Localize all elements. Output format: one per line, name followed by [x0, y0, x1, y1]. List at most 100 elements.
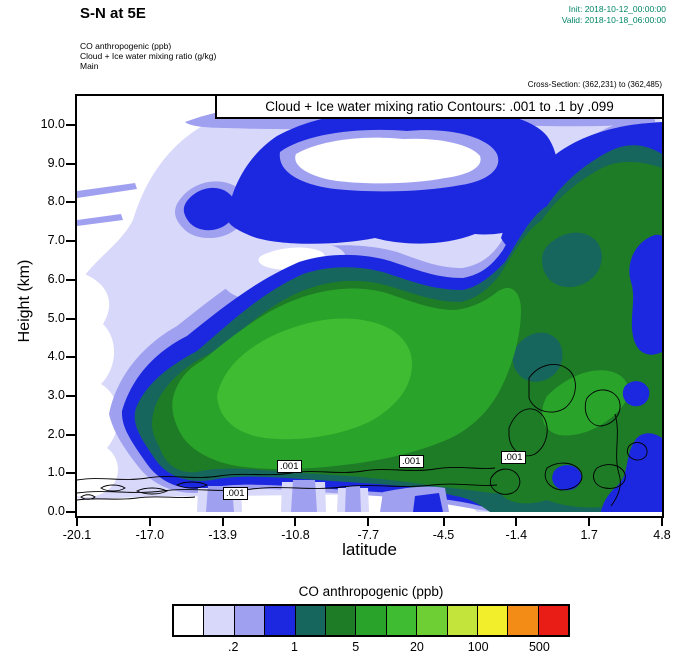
colorbar-tick-label: .2 [228, 640, 239, 654]
x-tick-mark [148, 518, 151, 526]
x-tick-label: 1.7 [580, 528, 598, 542]
colorbar-block: CO anthropogenic (ppb) .2 1 5 20 100 500 [172, 584, 570, 655]
colorbar-segment [386, 606, 418, 635]
y-tick-mark [66, 356, 75, 359]
y-tick-label: 4.0 [47, 349, 65, 364]
field-legend: CO anthropogenic (ppb) Cloud + Ice water… [80, 41, 216, 71]
y-tick-label: 0.0 [47, 504, 65, 518]
y-tick-mark [66, 433, 75, 436]
x-tick-mark [661, 518, 663, 526]
x-tick-label: -17.0 [135, 528, 165, 542]
surface-blue-dip [413, 493, 443, 512]
cross-section-plot-frame: Cloud + Ice water mixing ratio Contours:… [16, 94, 671, 559]
cloud-contour-cell [626, 442, 648, 461]
x-tick-label: -20.1 [62, 528, 92, 542]
cloud-contour-cell [544, 462, 583, 491]
x-tick-mark [367, 518, 370, 526]
right-edge-blue-column [629, 234, 662, 355]
plume-bright-core [217, 318, 412, 440]
x-tick-mark [442, 518, 445, 526]
cloud-contour-cell [584, 389, 621, 427]
x-tick-label: -7.7 [357, 528, 380, 542]
colorbar-labels: .2 1 5 20 100 500 [172, 637, 570, 655]
cloud-contour-cell [80, 494, 96, 500]
surface-clear-strip [77, 500, 425, 512]
topleft-streak-1 [77, 183, 137, 198]
y-tick-label: 7.0 [47, 233, 65, 248]
right-teal-patch-2 [512, 332, 563, 382]
left-clear-column [77, 271, 119, 498]
fill-field-label: CO anthropogenic (ppb) [80, 41, 172, 51]
topleft-streak-2 [77, 214, 123, 226]
y-tick-label: 10.0 [40, 117, 65, 131]
y-tick-label: 6.0 [47, 271, 65, 286]
x-axis-title: latitude [342, 540, 397, 559]
y-tick-mark [66, 278, 75, 281]
cloud-ice-contour-lines [77, 363, 648, 507]
y-tick-label: 9.0 [47, 155, 65, 170]
cloud-contour-cell [175, 481, 209, 489]
contour-value-label: .001 [277, 460, 302, 473]
surface-periwinkle-stripe-3 [345, 486, 361, 512]
x-tick-mark [221, 518, 224, 526]
y-tick-label: 3.0 [47, 387, 65, 402]
right-blue-spot-2 [622, 381, 650, 407]
x-tick-label: 4.8 [653, 528, 671, 542]
colorbar-tick-label: 20 [409, 640, 424, 654]
x-tick-mark [515, 518, 518, 526]
y-tick-label: 1.0 [47, 465, 65, 480]
y-tick-mark [66, 472, 75, 475]
y-tick-mark [66, 394, 75, 397]
colorbar-segment [508, 606, 539, 635]
x-tick-label: -13.9 [208, 528, 237, 542]
y-tick-mark [66, 511, 75, 513]
colorbar [172, 604, 570, 637]
contour-info-box: Cloud + Ice water mixing ratio Contours:… [215, 94, 664, 119]
colorbar-segment [447, 606, 478, 635]
cross-section-label: Cross-Section: (362,231) to (362,485) [527, 80, 662, 89]
cloud-contour-cell [508, 408, 548, 457]
clean-slot-white-hole [295, 137, 481, 184]
surface-periwinkle-stripe-2 [291, 480, 317, 512]
colorbar-segment [538, 606, 569, 635]
colorbar-segment [325, 606, 357, 635]
cloud-contour-line [77, 466, 496, 481]
line-field-label: Cloud + Ice water mixing ratio (g/kg) [80, 51, 217, 61]
colorbar-segment [204, 606, 235, 635]
y-tick-label: 2.0 [47, 426, 65, 441]
colorbar-segment [174, 606, 205, 635]
contour-value-label: .001 [501, 451, 526, 464]
right-blue-spot-1 [552, 465, 582, 491]
right-teal-patch-1 [542, 232, 602, 288]
x-tick-mark [76, 518, 78, 526]
co-fill-contours [77, 96, 662, 516]
x-tick-mark [294, 518, 297, 526]
cloud-contour-squiggle [610, 413, 621, 507]
contour-value-label: .001 [399, 455, 424, 468]
x-tick-label: -1.4 [505, 528, 528, 542]
run-times: Init: 2018-10-12_00:00:00 Valid: 2018-10… [562, 4, 666, 25]
colorbar-tick-label: 1 [290, 640, 298, 654]
y-tick-mark [66, 162, 75, 165]
y-tick-mark [66, 201, 75, 204]
left-blue-blob [183, 187, 236, 231]
cloud-contour-cell [490, 468, 521, 495]
x-tick-mark [588, 518, 591, 526]
colorbar-segment [265, 606, 296, 635]
colorbar-segment [234, 606, 266, 635]
colorbar-segment [356, 606, 387, 635]
y-tick-mark [66, 124, 75, 126]
page-title: S-N at 5E [80, 5, 146, 22]
cloud-contour-cell [100, 484, 126, 492]
cloud-contour-line [77, 496, 196, 501]
y-tick-label: 8.0 [47, 194, 65, 209]
y-tick-mark [66, 317, 75, 320]
colorbar-segment [295, 606, 326, 635]
cloud-contour-cell [528, 363, 576, 413]
y-tick-mark [66, 240, 75, 243]
colorbar-title: CO anthropogenic (ppb) [298, 584, 444, 599]
contour-value-label: .001 [223, 487, 248, 500]
contour-plot-canvas [77, 96, 662, 516]
x-tick-label: -10.8 [281, 528, 310, 542]
